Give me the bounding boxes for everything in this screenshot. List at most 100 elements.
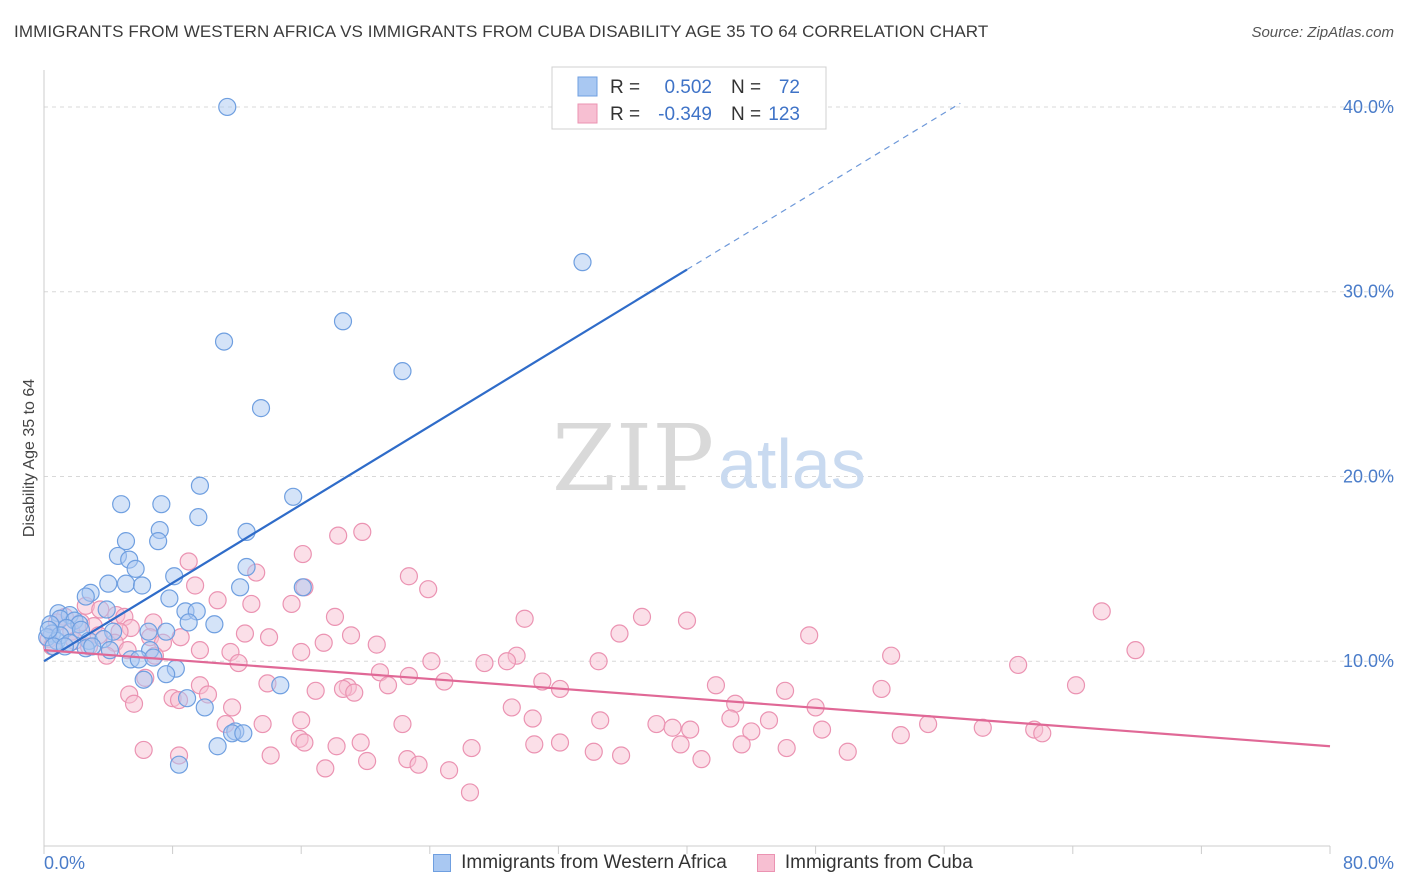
point-western-africa [139,622,158,641]
point-cuba [316,759,335,778]
y-tick-label-30: 30.0% [1343,282,1394,302]
point-cuba [327,737,346,756]
point-cuba [1066,676,1086,695]
point-cuba [742,722,761,741]
point-western-africa [157,665,176,684]
point-western-africa [99,574,118,593]
point-cuba [919,714,938,734]
point-western-africa [116,532,136,551]
legend-r-value-1: 0.502 [664,77,712,98]
point-western-africa [234,724,253,743]
y-tick-label-20: 20.0% [1343,466,1394,486]
point-cuba [439,761,459,780]
trend-line-extension-western-africa [686,102,961,271]
point-cuba [351,733,370,752]
point-cuba [775,681,795,700]
watermark-atlas: atlas [718,425,866,503]
point-western-africa [116,574,136,593]
x-tick-max: 80.0% [1343,853,1394,873]
point-cuba [1009,655,1028,675]
point-cuba [1126,641,1145,660]
legend-n-label-1: N = [731,77,761,98]
point-cuba [497,652,517,671]
point-cuba [591,711,610,730]
point-cuba [409,755,428,774]
trend-line-western-africa [43,268,688,663]
bottom-legend-label-western-africa: Immigrants from Western Africa [461,852,727,873]
point-western-africa [214,332,234,351]
point-cuba [462,738,481,758]
point-cuba [329,526,348,545]
point-western-africa [157,622,176,641]
series-western-africa-points [38,97,592,774]
trend-lines [43,102,1331,748]
point-cuba [292,642,311,662]
point-cuba [611,746,631,765]
point-western-africa [231,578,250,597]
point-cuba [306,681,325,700]
point-western-africa [208,737,227,756]
point-cuba [523,709,542,728]
point-cuba [358,751,377,771]
point-cuba [515,609,534,628]
point-western-africa [189,508,208,527]
point-cuba [721,709,740,728]
point-western-africa [393,362,412,381]
y-tick-label-40: 40.0% [1343,97,1394,117]
point-cuba [872,679,891,699]
point-western-africa [83,637,102,656]
point-cuba [692,750,711,769]
bottom-legend: Immigrants from Western Africa Immigrant… [0,852,1406,874]
point-western-africa [76,587,95,606]
bottom-legend-swatch-western-africa [433,854,452,872]
point-cuba [208,591,227,610]
point-cuba [190,641,210,660]
point-western-africa [205,615,224,634]
point-cuba [393,714,412,734]
point-cuba [632,607,652,626]
point-cuba [882,646,901,665]
bottom-legend-swatch-cuba [756,854,775,872]
point-western-africa [97,600,116,619]
point-cuba [242,594,261,614]
point-cuba [838,742,857,761]
point-cuba [179,552,198,571]
point-western-africa [190,476,210,495]
legend-r-label-1: R = [610,77,640,98]
point-western-africa [251,399,271,418]
legend-swatch-western-africa [577,76,598,97]
point-western-africa [169,755,189,774]
point-western-africa [39,620,58,639]
chart-title: IMMIGRANTS FROM WESTERN AFRICA VS IMMIGR… [14,22,989,41]
point-cuba [1092,602,1111,621]
bottom-legend-item-cuba: Immigrants from Cuba [756,852,973,874]
point-western-africa [271,676,290,695]
watermark-zip: ZIP [552,405,714,512]
point-cuba [584,742,603,761]
point-cuba [134,740,153,760]
point-cuba [460,783,480,802]
point-western-africa [293,578,312,597]
point-cuba [229,653,248,673]
point-cuba [681,720,700,739]
trend-line-cuba [43,649,1331,748]
stats-legend: R = 0.502 N = 72 R = -0.349 N = 123 [551,66,827,130]
point-cuba [314,633,333,652]
point-cuba [671,735,690,754]
point-cuba [422,652,441,671]
point-western-africa [195,698,214,717]
point-western-africa [573,253,592,272]
y-tick-label-10: 10.0% [1343,651,1394,671]
point-western-africa [237,557,256,577]
point-cuba [1033,724,1052,743]
point-cuba [610,624,629,643]
point-western-africa [134,670,153,689]
legend-swatch-cuba [577,103,598,124]
point-western-africa [126,559,145,578]
point-cuba [399,567,419,586]
y-axis-title: Disability Age 35 to 64 [21,379,38,537]
point-cuba [759,711,779,730]
point-cuba [353,522,372,542]
point-cuba [475,653,494,673]
